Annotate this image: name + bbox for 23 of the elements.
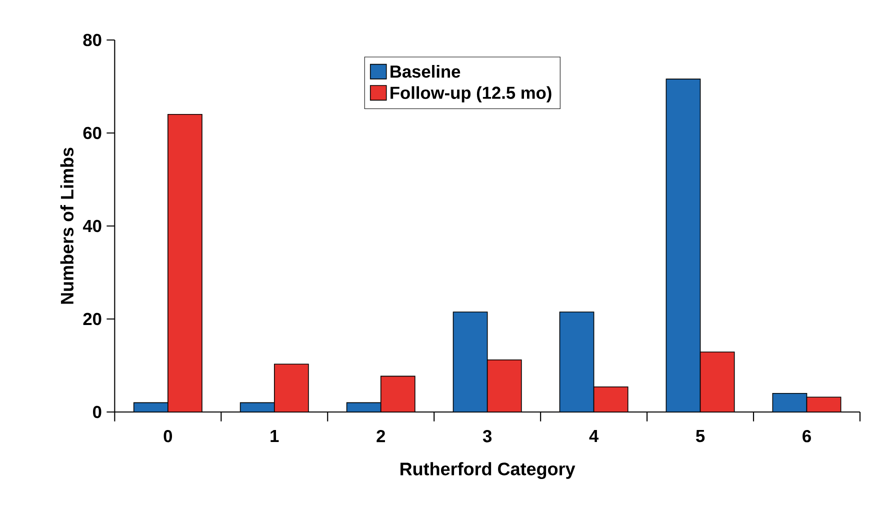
x-axis-title: Rutherford Category [400, 462, 576, 479]
x-tick-label: 3 [482, 430, 492, 442]
x-tick-label: 0 [164, 430, 172, 442]
bar [134, 402, 168, 412]
legend-label: Baseline [390, 65, 460, 78]
x-tick-label: 6 [802, 430, 811, 442]
x-tick-label: 5 [696, 430, 705, 442]
bar [772, 392, 808, 412]
bar [240, 402, 274, 412]
bar [666, 78, 701, 412]
x-tick-label: 2 [376, 430, 385, 442]
y-tick-label: 60 [83, 126, 102, 140]
y-tick-label: 80 [83, 34, 102, 46]
y-axis-title: Numbers of Limbs [60, 148, 74, 304]
y-tick-label: 20 [83, 312, 102, 326]
y-tick-label: 40 [82, 220, 102, 232]
legend-label: Follow-up (12.5 mo) [390, 86, 552, 102]
x-tick-label: 4 [589, 430, 599, 442]
bar [559, 312, 594, 412]
bar [452, 312, 488, 412]
y-tick-label: 0 [93, 406, 102, 418]
x-tick-label: 1 [270, 430, 279, 442]
bar [346, 402, 381, 412]
